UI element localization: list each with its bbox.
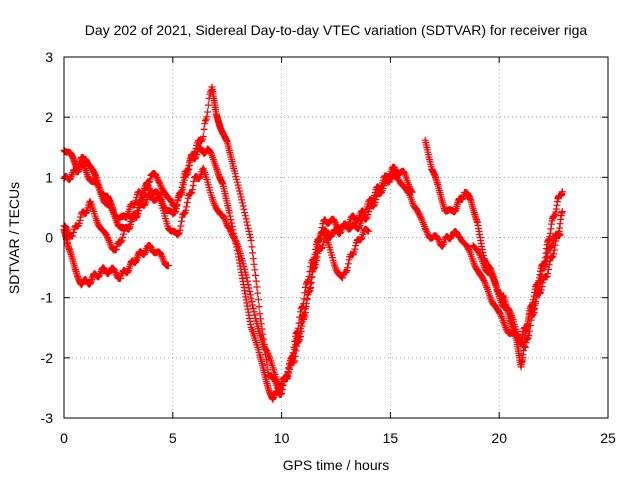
series-track-d [60,226,172,289]
x-tick-label: 20 [491,430,507,446]
y-tick-label: 0 [45,230,53,246]
series-track-g [469,230,564,351]
grid [64,57,608,418]
x-tick-label: 15 [383,430,399,446]
point-markers [469,230,564,351]
x-tick-label: 25 [600,430,616,446]
y-tick-label: -1 [41,290,54,306]
chart-title: Day 202 of 2021, Sidereal Day-to-day VTE… [85,22,588,38]
y-tick-label: -3 [41,410,54,426]
y-tick-label: -2 [41,350,54,366]
y-tick-label: 3 [45,49,53,65]
x-tick-label: 5 [169,430,177,446]
series-track-f [404,186,566,347]
y-axis-label: SDTVAR / TECUs [6,182,22,294]
point-markers [404,186,566,347]
x-tick-label: 10 [274,430,290,446]
x-tick-labels: 0 5 10 15 20 25 [60,430,616,446]
plot-frame [63,56,609,419]
y-tick-label: 1 [45,169,53,185]
point-markers [421,136,566,371]
data-points [60,83,566,403]
x-axis-label: GPS time / hours [283,457,390,473]
point-markers [60,226,172,289]
y-tick-label: 2 [45,109,53,125]
y-tick-labels: -3 -2 -1 0 1 2 3 [41,49,54,426]
series-track-e [421,136,566,371]
x-tick-label: 0 [60,430,68,446]
